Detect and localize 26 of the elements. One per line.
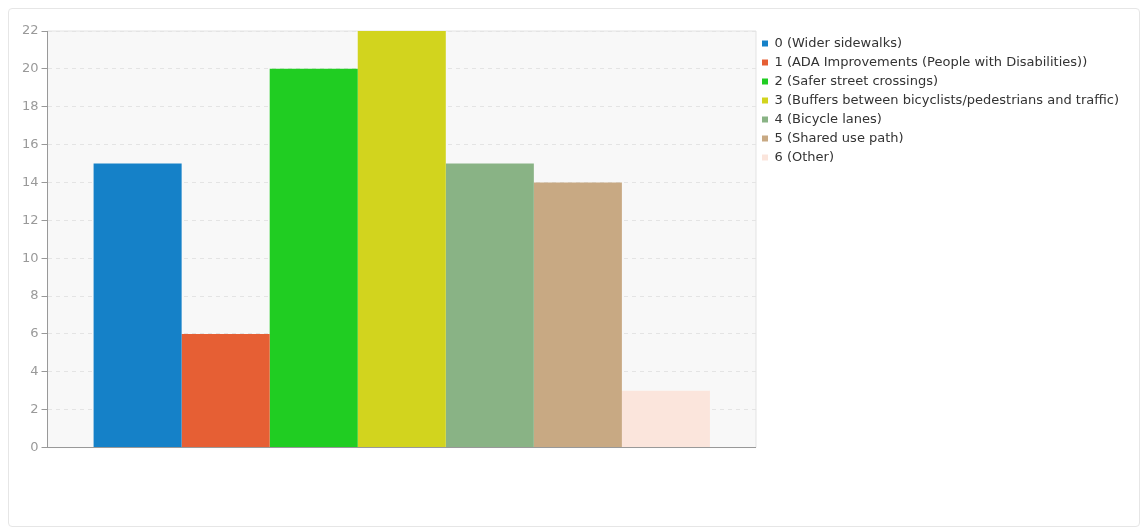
legend-label: 1 (ADA Improvements (People with Disabilities)) (774, 53, 1088, 69)
legend-label: 2 (Safer street crossings) (774, 72, 939, 88)
y-tick-label: 10 (22, 249, 39, 265)
legend-label: 6 (Other) (774, 148, 834, 164)
y-tick-label: 4 (30, 363, 39, 379)
y-tick-label: 12 (22, 211, 39, 227)
y-tick-label: 0 (30, 438, 39, 454)
y-tick-label: 8 (30, 287, 39, 303)
bar (533, 182, 622, 448)
bar (181, 333, 270, 448)
legend-label: 3 (Buffers between bicyclists/pedestrians and traffic) (774, 91, 1120, 107)
legend-label: 5 (Shared use path) (774, 129, 904, 145)
bar (621, 390, 710, 448)
bar (445, 163, 534, 448)
bar (357, 31, 446, 448)
y-tick-label: 6 (30, 325, 39, 341)
y-tick-label: 20 (22, 60, 39, 76)
y-tick-label: 14 (22, 173, 39, 189)
legend-label: 4 (Bicycle lanes) (774, 110, 882, 126)
y-tick-label: 22 (22, 22, 39, 38)
y-tick-label: 18 (22, 98, 39, 114)
y-tick-label: 16 (22, 135, 39, 151)
y-tick-label: 2 (30, 401, 39, 417)
bar (269, 68, 358, 448)
legend-label: 0 (Wider sidewalks) (774, 34, 903, 50)
bar (93, 163, 182, 448)
